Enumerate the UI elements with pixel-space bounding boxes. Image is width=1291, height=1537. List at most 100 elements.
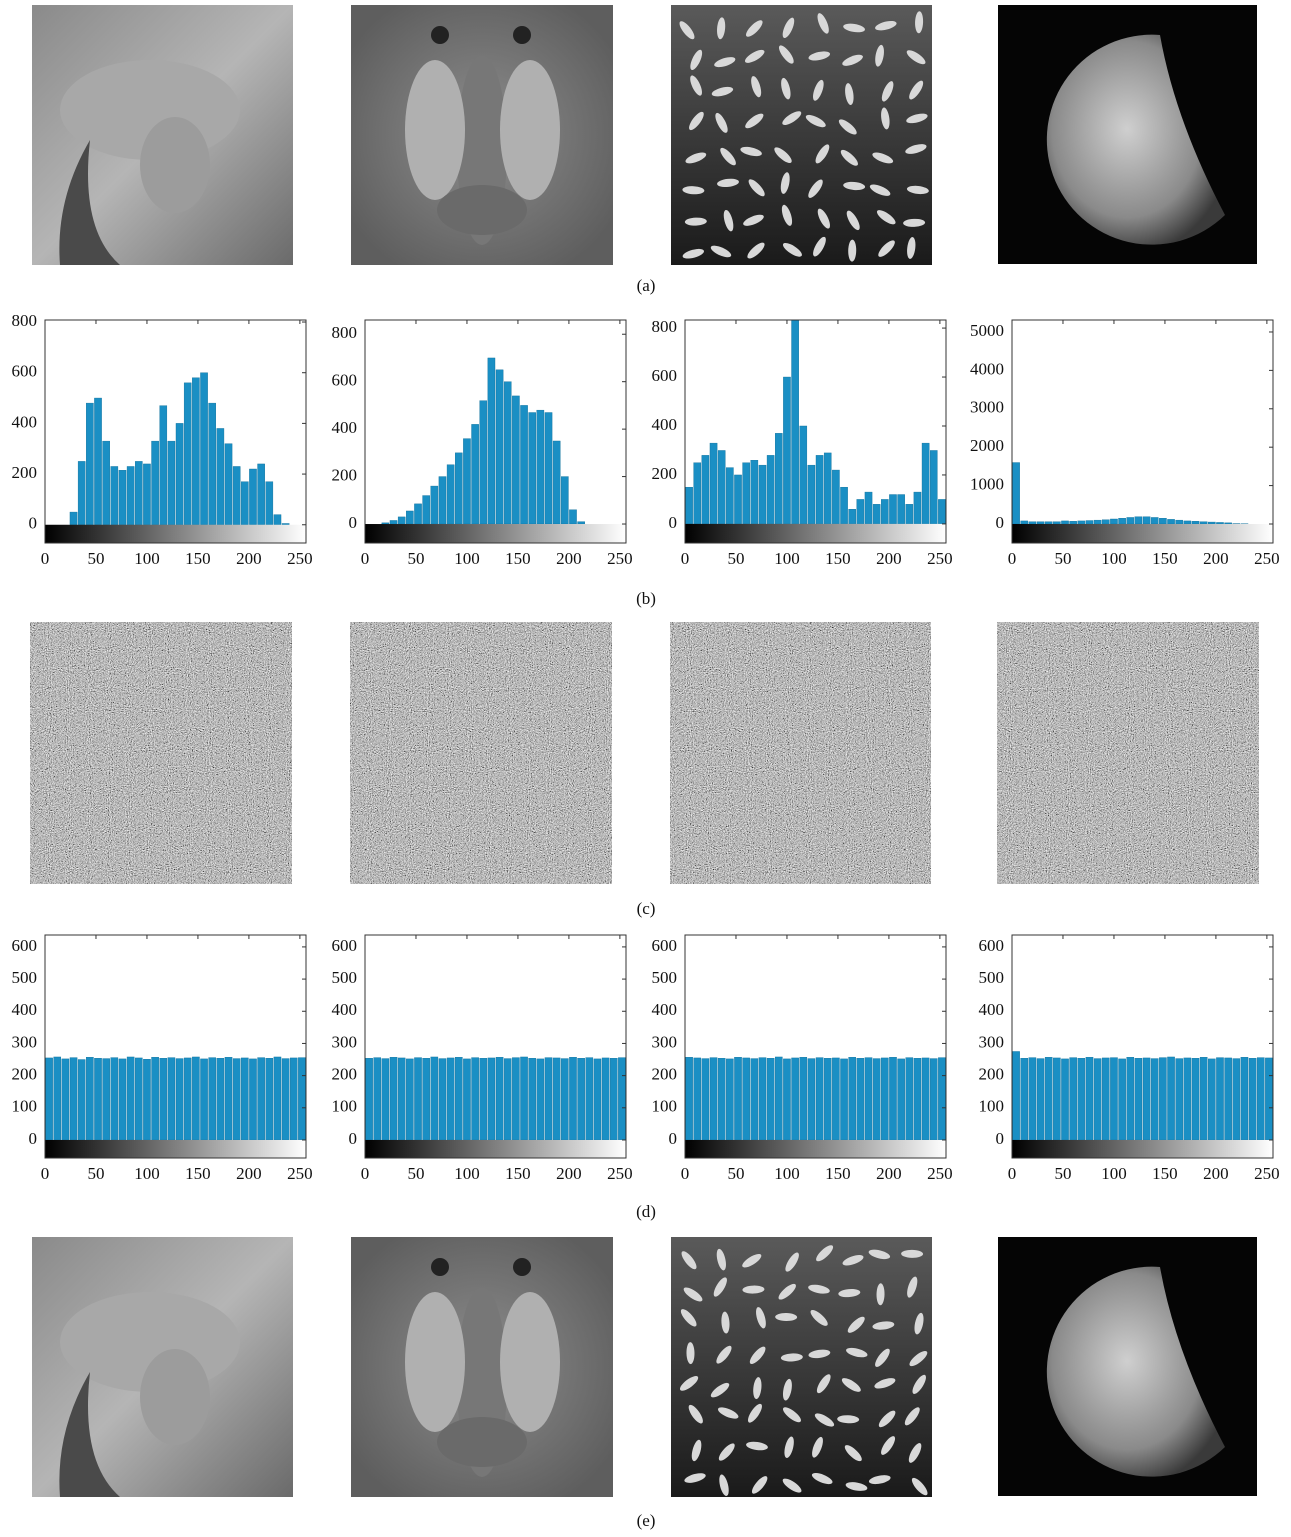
- x-tick-label: 100: [1101, 1164, 1127, 1183]
- histogram-bar: [701, 1058, 710, 1141]
- rice-grain: [805, 114, 826, 128]
- histogram-bar: [938, 1057, 946, 1141]
- histogram-bar: [192, 377, 200, 525]
- histogram-bar: [381, 1058, 390, 1141]
- histogram-bar: [1167, 519, 1175, 525]
- rice-grain: [881, 81, 894, 102]
- histogram-bar: [503, 1058, 512, 1141]
- histogram-bar: [520, 1056, 528, 1141]
- histogram-bar: [232, 1058, 241, 1141]
- rice-grain: [681, 1251, 697, 1270]
- rice-grain: [909, 80, 924, 100]
- rice-grain: [710, 245, 732, 258]
- rice-grain: [749, 1346, 766, 1365]
- histogram-bar: [799, 1057, 808, 1141]
- histogram-bar: [758, 464, 767, 525]
- x-tick-label: 250: [927, 549, 953, 568]
- y-tick-label: 0: [349, 513, 358, 532]
- histogram-bar: [913, 491, 922, 525]
- histogram-bar: [102, 440, 110, 525]
- y-tick-label: 800: [652, 317, 678, 336]
- histogram-bar: [1020, 520, 1029, 525]
- rice-grain: [808, 1284, 830, 1294]
- histogram-bar: [791, 1057, 799, 1141]
- axis-box: [44, 934, 307, 1159]
- x-tick-label: 0: [1008, 1164, 1017, 1183]
- histogram-bar: [701, 455, 710, 525]
- histogram-bar: [766, 1058, 775, 1141]
- rice-grain: [751, 1476, 768, 1494]
- rice-grain: [718, 1443, 735, 1461]
- rice-grain: [808, 51, 831, 61]
- x-tick-label: 200: [236, 1164, 262, 1183]
- rice-image: [671, 1237, 932, 1497]
- histogram-bar: [569, 509, 577, 525]
- histogram-bar: [175, 423, 184, 525]
- x-tick-label: 250: [1254, 1164, 1280, 1183]
- rice-grain: [843, 181, 866, 191]
- histogram-bar: [1053, 1057, 1061, 1141]
- y-tick-label: 0: [349, 1129, 358, 1148]
- y-tick-label: 200: [12, 1065, 38, 1084]
- histogram-bar: [881, 499, 889, 525]
- rice-grain: [905, 144, 927, 154]
- histogram-bar: [1191, 1058, 1200, 1141]
- image-row-e: [32, 1237, 1257, 1497]
- histogram-bar: [929, 450, 938, 525]
- histogram-bar: [143, 463, 151, 525]
- histogram-bar: [183, 382, 192, 525]
- rice-image: [671, 5, 932, 265]
- histogram-bar: [512, 395, 520, 525]
- y-tick-label: 500: [332, 968, 358, 987]
- y-tick-label: 400: [652, 415, 678, 434]
- histogram-bar: [446, 1057, 455, 1141]
- x-tick-label: 0: [41, 549, 50, 568]
- histogram-bar: [685, 1057, 693, 1141]
- rice-grain: [847, 1316, 865, 1333]
- histogram-bar: [479, 400, 488, 525]
- x-tick-label: 250: [607, 549, 633, 568]
- histogram-bar: [487, 357, 496, 525]
- histogram-bar: [1150, 517, 1159, 525]
- x-tick-label: 50: [407, 549, 424, 568]
- histogram-bar: [758, 1057, 767, 1141]
- colorbar: [45, 524, 306, 543]
- x-tick-label: 50: [87, 549, 104, 568]
- rice-grain: [876, 1283, 885, 1306]
- rice-grain: [780, 1353, 803, 1362]
- rice-grain: [915, 11, 924, 34]
- histogram-bar: [921, 1057, 930, 1141]
- histogram-bar: [249, 468, 257, 525]
- rice-grain: [717, 1407, 739, 1419]
- histogram-bar: [265, 481, 274, 525]
- rice-grain: [686, 1342, 695, 1365]
- histogram-bar: [1159, 1057, 1167, 1141]
- histogram-bar: [422, 495, 430, 525]
- rice-grain: [711, 86, 734, 97]
- rice-grain: [878, 240, 895, 257]
- histogram-bar: [938, 499, 946, 525]
- colorbar: [45, 1139, 306, 1158]
- histogram-bar: [471, 1057, 479, 1141]
- x-tick-label: 100: [774, 549, 800, 568]
- rice-grain: [868, 1475, 891, 1485]
- histogram-bar: [1167, 1056, 1175, 1141]
- rice-grain: [843, 23, 865, 33]
- histogram-bar: [495, 1057, 504, 1141]
- histogram-bar: [1134, 516, 1143, 525]
- rice-grain: [906, 50, 926, 65]
- histogram-bar: [1012, 462, 1020, 525]
- rice-grain: [906, 185, 929, 195]
- rice-grain: [908, 1443, 922, 1463]
- x-tick-label: 250: [607, 1164, 633, 1183]
- x-tick-label: 100: [134, 1164, 160, 1183]
- x-tick-label: 200: [1203, 1164, 1229, 1183]
- rice-grain: [679, 21, 695, 40]
- x-tick-label: 50: [727, 549, 744, 568]
- y-tick-label: 600: [332, 936, 358, 955]
- histogram-bar: [241, 1057, 249, 1141]
- histogram-bar: [1077, 1058, 1086, 1141]
- histogram-bar: [135, 1057, 143, 1141]
- rice-grain: [901, 1249, 924, 1258]
- histogram-bar: [389, 520, 398, 525]
